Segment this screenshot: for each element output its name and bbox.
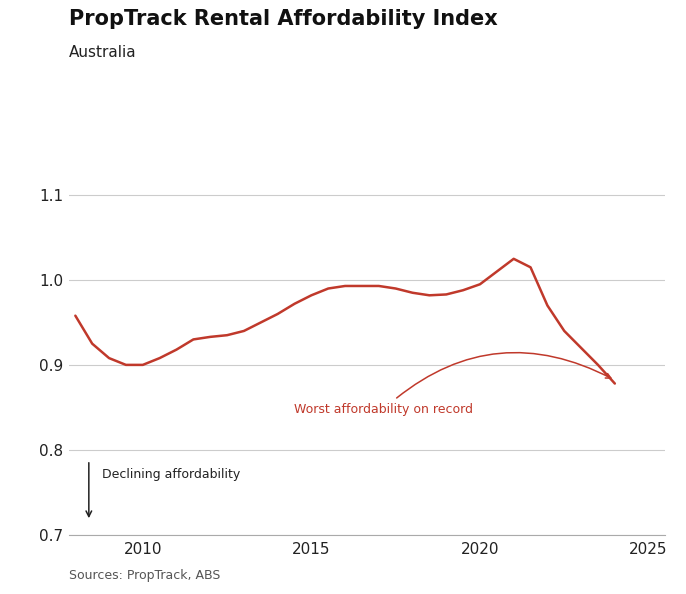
Text: PropTrack Rental Affordability Index: PropTrack Rental Affordability Index — [69, 9, 497, 29]
Text: Sources: PropTrack, ABS: Sources: PropTrack, ABS — [69, 569, 220, 582]
Text: Worst affordability on record: Worst affordability on record — [294, 353, 611, 416]
Text: Declining affordability: Declining affordability — [102, 469, 241, 481]
Text: Australia: Australia — [69, 45, 137, 59]
